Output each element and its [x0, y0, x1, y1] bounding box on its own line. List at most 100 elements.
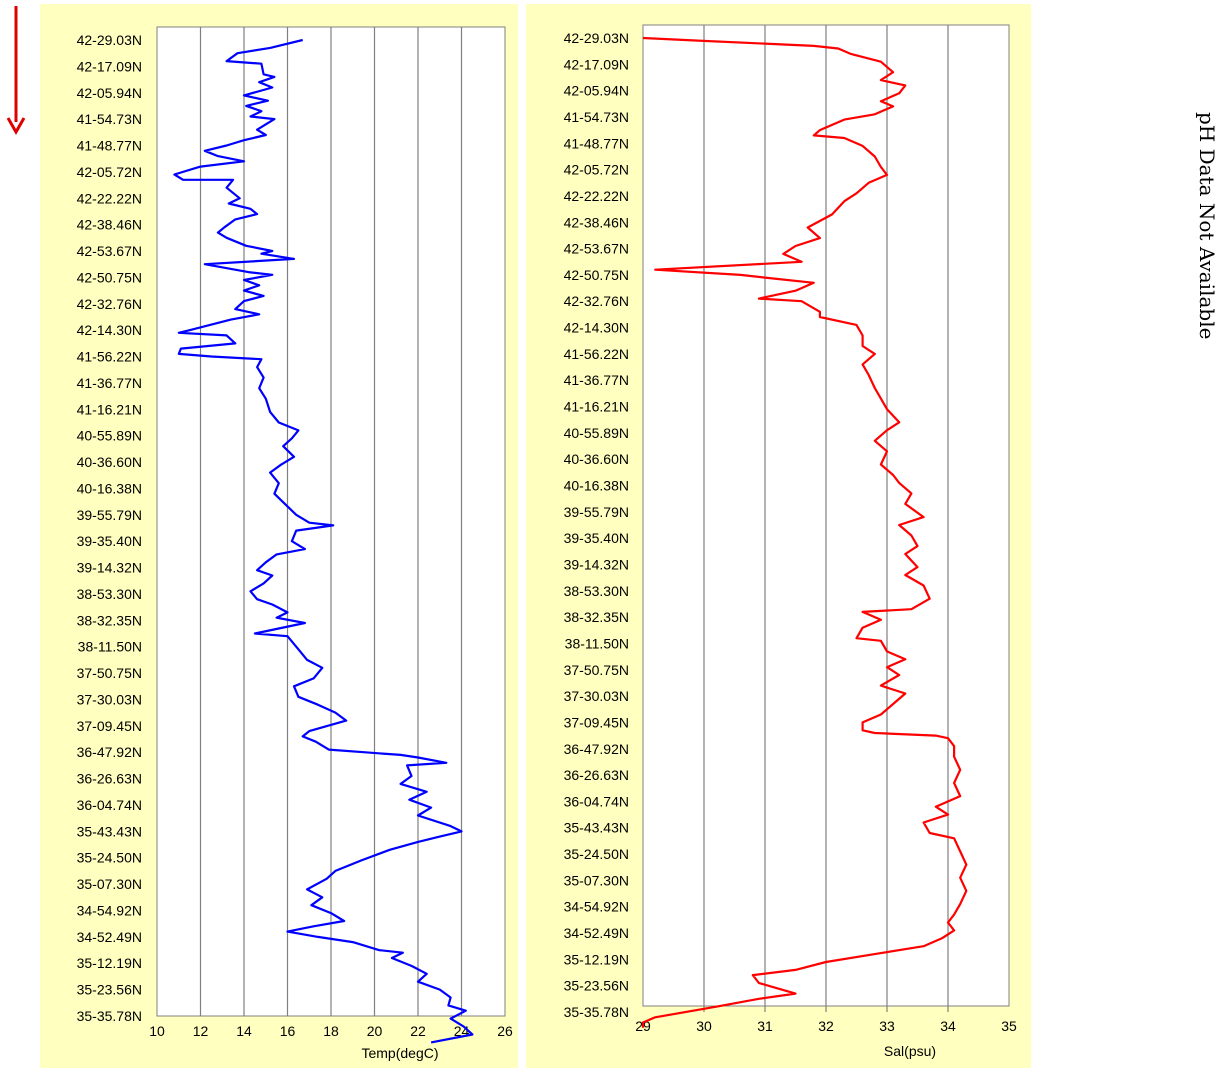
down-arrow-icon: [6, 6, 26, 136]
temperature-latitude-label: 37-09.45N: [77, 718, 142, 734]
salinity-latitude-label: 41-56.22N: [564, 346, 629, 362]
temperature-latitude-label: 42-38.46N: [77, 217, 142, 233]
salinity-latitude-label: 39-14.32N: [564, 556, 629, 572]
temperature-latitude-label: 41-56.22N: [77, 349, 142, 365]
temperature-latitude-label: 42-32.76N: [77, 296, 142, 312]
salinity-latitude-label: 35-23.56N: [564, 978, 629, 994]
salinity-latitude-label: 34-52.49N: [564, 925, 629, 941]
salinity-latitude-label: 41-48.77N: [564, 135, 629, 151]
temperature-latitude-label: 38-11.50N: [78, 639, 142, 655]
temperature-latitude-label: 41-54.73N: [77, 111, 142, 127]
salinity-latitude-label: 34-54.92N: [564, 899, 629, 915]
salinity-latitude-label: 35-12.19N: [564, 951, 629, 967]
salinity-latitude-label: 41-54.73N: [564, 109, 629, 125]
salinity-x-tick-label: 32: [818, 1018, 834, 1034]
temperature-latitude-label: 40-16.38N: [77, 480, 142, 496]
temperature-gridlines: [199, 27, 463, 1016]
salinity-latitude-label: 41-16.21N: [564, 399, 629, 415]
temperature-series-line: [173, 38, 474, 1044]
temperature-latitude-label: 37-50.75N: [77, 665, 142, 681]
temperature-x-tick-label: 22: [410, 1023, 426, 1039]
salinity-latitude-label: 42-14.30N: [564, 320, 629, 336]
salinity-latitude-label: 36-47.92N: [564, 741, 629, 757]
temperature-latitude-label: 35-23.56N: [77, 982, 142, 998]
salinity-gridlines: [703, 25, 949, 1012]
temperature-latitude-label: 42-05.72N: [77, 164, 142, 180]
salinity-latitude-label: 42-22.22N: [564, 188, 629, 204]
temperature-latitude-label: 42-17.09N: [77, 58, 142, 74]
temperature-latitude-label: 38-32.35N: [77, 612, 142, 628]
temperature-x-tick-label: 20: [367, 1023, 383, 1039]
salinity-latitude-label: 42-38.46N: [564, 214, 629, 230]
salinity-x-tick-label: 33: [879, 1018, 895, 1034]
temperature-latitude-label: 35-43.43N: [77, 823, 142, 839]
salinity-latitude-label: 37-09.45N: [564, 714, 629, 730]
salinity-latitude-label: 35-24.50N: [564, 846, 629, 862]
salinity-latitude-label: 38-53.30N: [564, 583, 629, 599]
temperature-latitude-label: 36-47.92N: [77, 744, 142, 760]
salinity-latitude-label: 40-55.89N: [564, 425, 629, 441]
salinity-latitude-label: 42-05.94N: [564, 83, 629, 99]
salinity-latitude-label: 40-16.38N: [564, 478, 629, 494]
temperature-latitude-label: 42-50.75N: [77, 269, 142, 285]
temperature-latitude-label: 39-55.79N: [77, 507, 142, 523]
salinity-x-tick-label: 34: [940, 1018, 956, 1034]
salinity-latitude-label: 35-35.78N: [564, 1004, 629, 1020]
temperature-x-tick-label: 18: [323, 1023, 339, 1039]
temperature-latitude-label: 35-07.30N: [77, 876, 142, 892]
temperature-latitude-label: 39-35.40N: [77, 533, 142, 549]
salinity-latitude-label: 37-30.03N: [564, 688, 629, 704]
temperature-latitude-label: 42-22.22N: [77, 190, 142, 206]
temperature-x-tick-label: 26: [497, 1023, 513, 1039]
salinity-latitude-label: 41-36.77N: [564, 372, 629, 388]
salinity-latitude-label: 36-04.74N: [564, 793, 629, 809]
salinity-x-tick-label: 35: [1001, 1018, 1017, 1034]
temperature-latitude-label: 34-54.92N: [77, 902, 142, 918]
temperature-latitude-label: 39-14.32N: [77, 560, 142, 576]
salinity-latitude-label: 37-50.75N: [564, 662, 629, 678]
ph-unavailable-note: pH Data Not Available: [1195, 112, 1219, 340]
temperature-latitude-label: 35-35.78N: [77, 1008, 142, 1024]
salinity-latitude-label: 42-17.09N: [564, 56, 629, 72]
salinity-latitude-label: 38-11.50N: [565, 635, 629, 651]
temperature-latitude-label: 41-36.77N: [77, 375, 142, 391]
temperature-latitude-label: 35-12.19N: [77, 955, 142, 971]
temperature-x-tick-label: 16: [280, 1023, 296, 1039]
salinity-latitude-label: 42-05.72N: [564, 162, 629, 178]
temperature-chart: 42-29.03N 42-17.09N 42-05.94N 41-54.73N 41-4…: [40, 4, 518, 1068]
salinity-latitude-label: 38-32.35N: [564, 609, 629, 625]
temperature-latitude-label: 37-30.03N: [77, 691, 142, 707]
salinity-latitude-label: 42-53.67N: [564, 241, 629, 257]
salinity-latitude-label: 42-29.03N: [564, 30, 629, 46]
temperature-latitude-label: 36-04.74N: [77, 797, 142, 813]
temperature-latitude-label: 41-16.21N: [77, 401, 142, 417]
temperature-x-tick-label: 14: [236, 1023, 252, 1039]
salinity-latitude-label: 39-35.40N: [564, 530, 629, 546]
salinity-x-axis-label: Sal(psu): [884, 1043, 936, 1059]
temperature-latitude-label: 42-53.67N: [77, 243, 142, 259]
salinity-x-tick-labels: 29 30 31 32 33 34 35: [635, 1018, 1017, 1034]
temperature-x-axis-label: Temp(degC): [361, 1045, 438, 1061]
temperature-latitude-label: 36-26.63N: [77, 771, 142, 787]
salinity-latitude-label: 39-55.79N: [564, 504, 629, 520]
temperature-latitude-label: 38-53.30N: [77, 586, 142, 602]
salinity-latitude-label: 42-32.76N: [564, 293, 629, 309]
temperature-latitude-label: 40-55.89N: [77, 428, 142, 444]
salinity-chart: 42-29.03N 42-17.09N 42-05.94N 41-54.73N 41-4…: [526, 4, 1031, 1068]
salinity-latitude-labels: 42-29.03N 42-17.09N 42-05.94N 41-54.73N 41-4…: [564, 30, 629, 1020]
salinity-latitude-label: 36-26.63N: [564, 767, 629, 783]
temperature-latitude-label: 34-52.49N: [77, 929, 142, 945]
salinity-x-tick-label: 31: [757, 1018, 773, 1034]
temperature-latitude-label: 42-29.03N: [77, 32, 142, 48]
temperature-x-tick-label: 12: [193, 1023, 209, 1039]
salinity-series-line: [641, 36, 968, 1028]
salinity-latitude-label: 42-50.75N: [564, 267, 629, 283]
temperature-latitude-labels: 42-29.03N 42-17.09N 42-05.94N 41-54.73N 41-4…: [77, 32, 142, 1024]
salinity-latitude-label: 35-43.43N: [564, 820, 629, 836]
temperature-x-tick-label: 10: [149, 1023, 165, 1039]
salinity-x-tick-label: 30: [696, 1018, 712, 1034]
temperature-latitude-label: 41-48.77N: [77, 138, 142, 154]
salinity-latitude-label: 40-36.60N: [564, 451, 629, 467]
temperature-latitude-label: 42-05.94N: [77, 85, 142, 101]
